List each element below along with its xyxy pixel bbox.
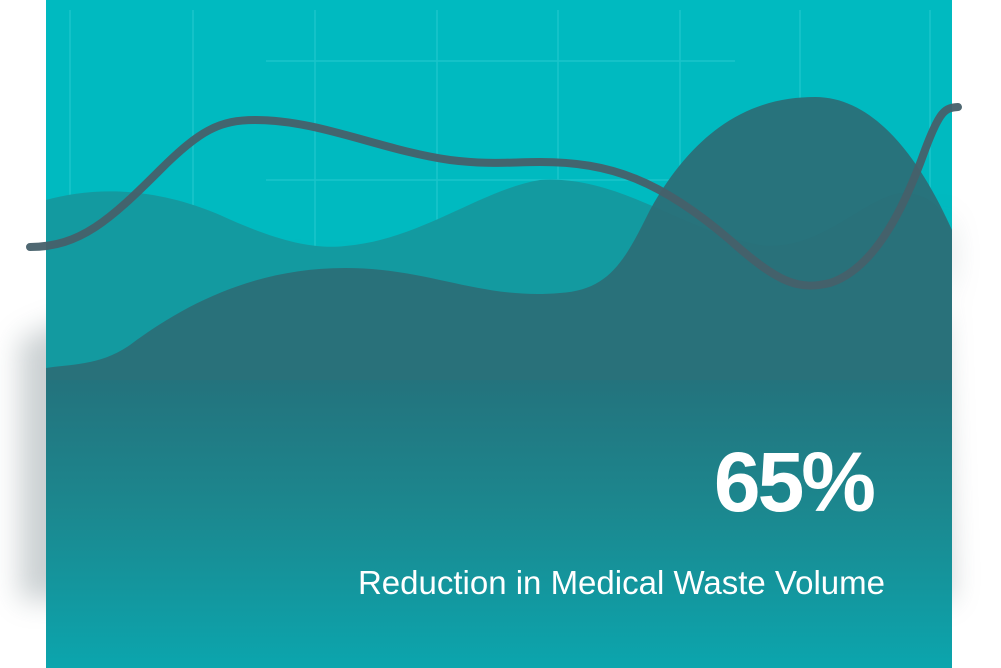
stat-value: 65% xyxy=(713,435,876,529)
trend-line xyxy=(26,103,962,290)
lower-gradient xyxy=(46,380,952,668)
stat-label: Reduction in Medical Waste Volume xyxy=(357,564,885,601)
